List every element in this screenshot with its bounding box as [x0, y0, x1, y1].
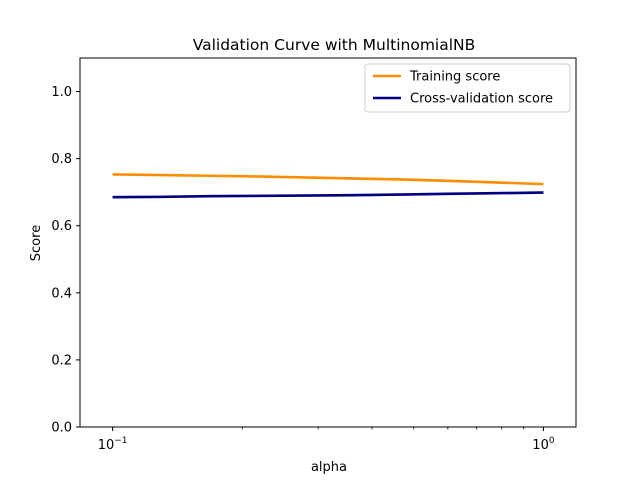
legend-label-1: Cross-validation score	[410, 92, 553, 107]
x-tick-label: 100	[532, 436, 555, 453]
y-tick-label: 0.4	[51, 286, 72, 301]
y-tick-label: 0.6	[51, 219, 72, 234]
legend: Training score Cross-validation score	[364, 63, 571, 113]
x-axis-label: alpha	[311, 460, 347, 475]
legend-label-0: Training score	[409, 70, 500, 85]
series-line-1	[112, 191, 544, 199]
x-tick-base: 10	[98, 438, 115, 453]
y-tick-label: 0.0	[51, 421, 72, 436]
x-tick-base: 10	[532, 438, 549, 453]
series-line-0	[112, 173, 544, 186]
x-tick-exponent: 0	[549, 436, 555, 446]
x-tick-exponent: −1	[114, 436, 127, 446]
x-tick-label: 10−1	[98, 436, 128, 453]
y-tick-label: 0.8	[51, 152, 72, 167]
axes-frame	[79, 57, 577, 428]
y-axis-label: Score	[29, 225, 44, 261]
plot-area: 0.00.20.40.60.81.010−1 100	[51, 57, 577, 453]
legend-box	[364, 63, 571, 113]
y-tick-label: 0.2	[51, 353, 72, 368]
chart-title: Validation Curve with MultinomialNB	[193, 36, 476, 54]
y-tick-label: 1.0	[51, 85, 72, 100]
